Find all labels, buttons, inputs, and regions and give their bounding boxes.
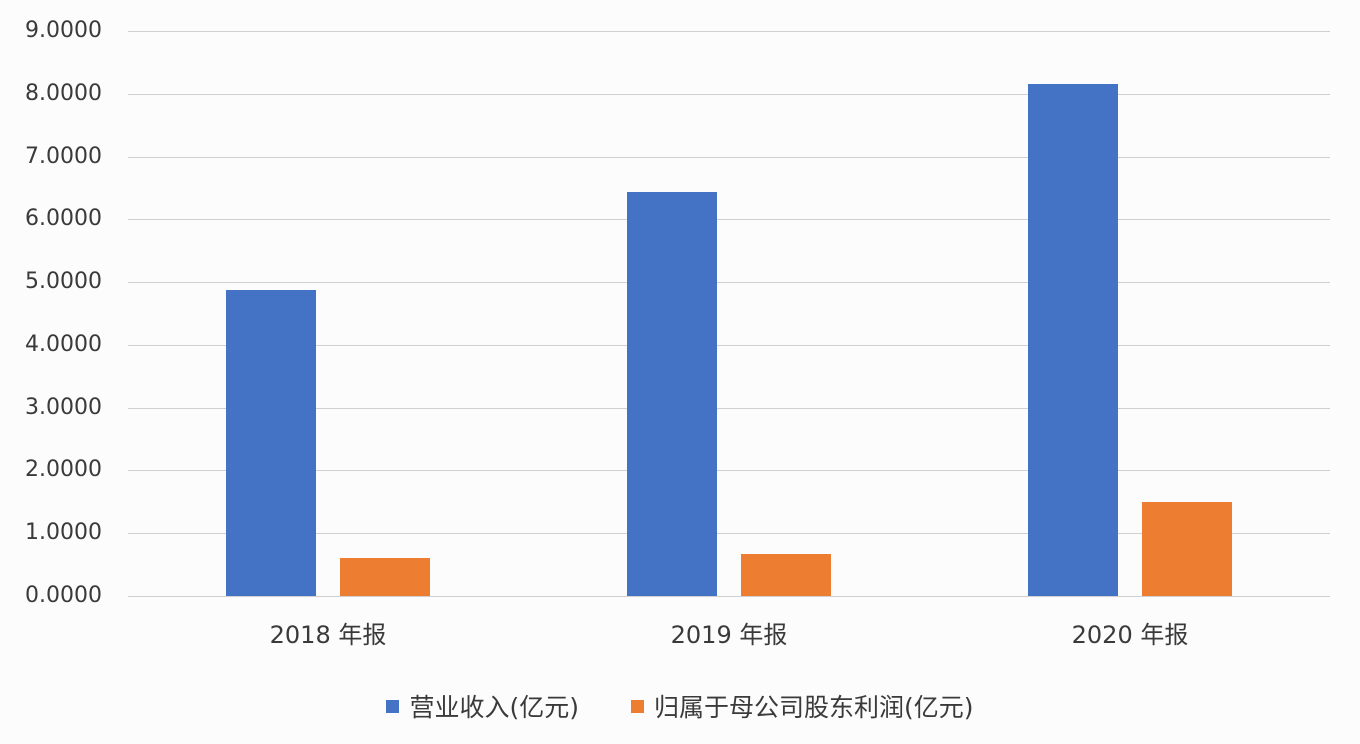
legend-label: 归属于母公司股东利润(亿元): [654, 693, 974, 722]
gridline: [128, 345, 1330, 346]
legend-item-revenue: 营业收入(亿元): [386, 688, 579, 724]
x-tick-label: 2019 年报: [670, 621, 788, 649]
y-tick-label: 7.0000: [25, 144, 102, 169]
bar-net-profit-2: [1141, 501, 1232, 596]
gridline: [128, 408, 1330, 409]
gridline: [128, 470, 1330, 471]
legend: 营业收入(亿元) 归属于母公司股东利润(亿元): [0, 688, 1360, 724]
x-axis-line: [128, 596, 1330, 597]
bar-net-profit-0: [340, 557, 431, 596]
gridline: [128, 282, 1330, 283]
y-tick-label: 9.0000: [25, 18, 102, 43]
legend-label: 营业收入(亿元): [409, 693, 579, 722]
y-tick-label: 1.0000: [25, 520, 102, 545]
y-tick-label: 8.0000: [25, 81, 102, 106]
bar-net-profit-1: [741, 553, 831, 596]
y-tick-label: 5.0000: [25, 269, 102, 294]
y-tick-label: 0.0000: [25, 583, 102, 608]
gridline: [128, 219, 1330, 220]
x-tick-label: 2018 年报: [269, 621, 387, 649]
legend-item-net-profit: 归属于母公司股东利润(亿元): [631, 688, 974, 724]
bar-revenue-1: [627, 192, 717, 596]
y-tick-label: 6.0000: [25, 206, 102, 231]
x-tick-label: 2020 年报: [1071, 621, 1189, 649]
gridline: [128, 157, 1330, 158]
y-tick-label: 4.0000: [25, 332, 102, 357]
gridline: [128, 94, 1330, 95]
y-tick-label: 2.0000: [25, 457, 102, 482]
gridline: [128, 31, 1330, 32]
legend-swatch-orange: [631, 699, 644, 713]
gridline: [128, 533, 1330, 534]
bar-revenue-0: [226, 289, 317, 596]
legend-swatch-blue: [386, 699, 400, 713]
bar-revenue-2: [1027, 84, 1118, 596]
y-tick-label: 3.0000: [25, 395, 102, 420]
